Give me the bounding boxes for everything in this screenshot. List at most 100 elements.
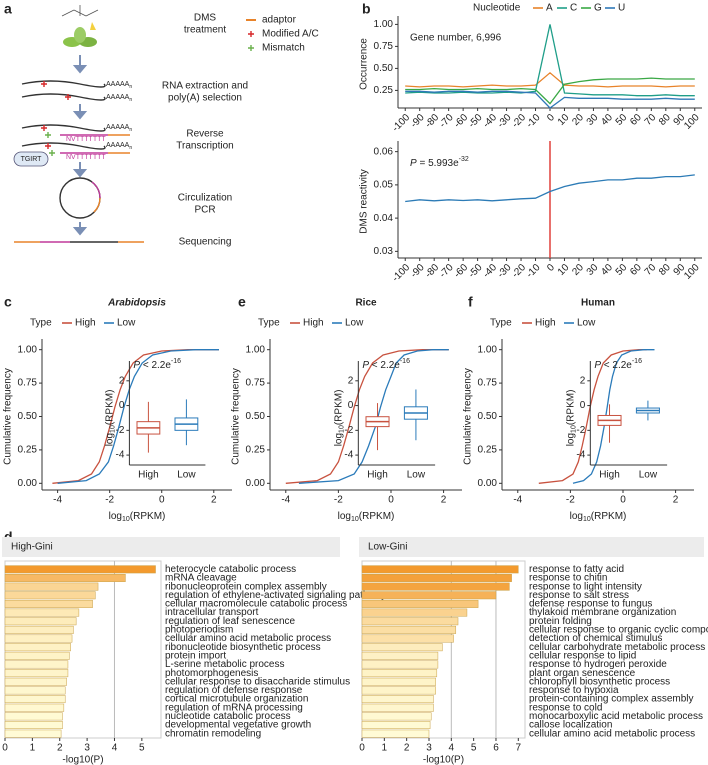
inset-x-tick-label: Low xyxy=(177,470,196,481)
x-tick-label: 2 xyxy=(404,743,410,754)
bar xyxy=(4,660,69,669)
bar xyxy=(4,591,96,600)
x-tick-label: 0 xyxy=(159,495,165,506)
y-tick-label: 0.00 xyxy=(478,478,498,489)
bar xyxy=(361,599,479,608)
text-part: 10 xyxy=(583,516,591,523)
text-part: 10 xyxy=(339,425,346,433)
category-label: detection of chemical stimulus xyxy=(529,633,662,644)
y-tick-label: 0.04 xyxy=(374,213,394,224)
step: treatment xyxy=(184,25,226,36)
legend-label: A xyxy=(546,3,553,14)
bar xyxy=(4,721,63,729)
bar xyxy=(361,634,454,643)
inset-annotation: P < 2.2e-16 xyxy=(594,358,642,370)
y-axis-label: Cumulative frequency xyxy=(463,368,474,465)
bar xyxy=(4,582,99,591)
legend-label: adaptor xyxy=(262,15,297,26)
bar xyxy=(4,651,70,660)
category-label: ribonucleoprotein complex assembly xyxy=(165,581,327,592)
text-part: (RPKM) xyxy=(359,511,395,522)
category-label: cellular macromolecule catabolic process xyxy=(165,599,347,610)
bar xyxy=(361,625,457,634)
text-part: 10 xyxy=(571,425,578,433)
y-tick-label: 0.05 xyxy=(374,180,394,191)
text-part: < 2.2e xyxy=(369,360,400,371)
x-tick-label: 3 xyxy=(84,743,90,754)
category-label: L-serine metabolic process xyxy=(165,659,285,670)
step: Sequencing xyxy=(179,237,232,248)
modification-marks xyxy=(41,81,71,156)
x-tick-label: -10 xyxy=(525,262,543,280)
poly-a: AAAAAn xyxy=(106,142,132,151)
x-tick-label: 0 xyxy=(545,262,557,274)
chart-title: Low-Gini xyxy=(368,542,407,553)
annotation: P = 5.993e-32 xyxy=(410,156,469,168)
series-line xyxy=(298,349,449,484)
legend-label: Modified A/C xyxy=(262,29,319,40)
legend-label: Low xyxy=(345,318,364,329)
y-tick-label: 0.03 xyxy=(374,246,394,257)
title-band xyxy=(2,537,340,557)
inset-y-tick-label: -2 xyxy=(344,425,353,436)
inset-annotation: P < 2.2e-16 xyxy=(362,358,410,370)
x-tick-label: -2 xyxy=(566,495,575,506)
text-part: P xyxy=(410,158,417,169)
y-tick-label: 0.75 xyxy=(246,378,266,389)
bar xyxy=(361,703,434,712)
y-tick-label: 0.75 xyxy=(374,41,394,52)
rna-strands xyxy=(14,80,144,243)
y-axis-label: DMS reactivity xyxy=(359,169,370,233)
poly-a: AAAAAn xyxy=(106,124,132,133)
category-label: defense response to fungus xyxy=(529,599,652,610)
series-line xyxy=(405,24,695,97)
y-tick-label: 1.00 xyxy=(478,344,498,355)
annotation: Gene number, 6,996 xyxy=(410,33,502,44)
bar xyxy=(361,574,512,582)
text-part: AAAAA xyxy=(106,81,130,88)
y-tick-label: 0.00 xyxy=(18,478,38,489)
category-label: intracellular transport xyxy=(165,607,259,618)
bar xyxy=(361,591,497,600)
inset-y-tick-label: -2 xyxy=(576,425,585,436)
inset-y-tick-label: 2 xyxy=(119,375,125,386)
bar xyxy=(361,669,438,678)
inset-y-tick-label: 0 xyxy=(119,400,125,411)
x-tick-label: 1 xyxy=(30,743,36,754)
x-tick-label: -2 xyxy=(105,495,114,506)
panel-label: e xyxy=(238,294,246,310)
x-tick-label: 0 xyxy=(359,743,365,754)
category-label: response to light intensity xyxy=(529,581,642,592)
inset-y-tick-label: 0 xyxy=(580,400,586,411)
text-part: P xyxy=(133,360,140,371)
chart-title: High-Gini xyxy=(11,542,53,553)
text-part: n xyxy=(129,145,132,151)
bar xyxy=(361,686,436,695)
y-tick-label: 0.75 xyxy=(18,378,38,389)
bar xyxy=(361,582,510,591)
panel-label: a xyxy=(4,1,12,17)
text-part: -16 xyxy=(632,358,642,365)
bar xyxy=(4,565,156,574)
category-label: heterocycle catabolic process xyxy=(165,564,296,575)
category-label: regulation of ethylene-activated signali… xyxy=(165,590,386,601)
y-tick-label: 1.00 xyxy=(18,344,38,355)
y-tick-label: 0.50 xyxy=(374,63,394,74)
category-label: cellular amino acid metabolic process xyxy=(165,633,331,644)
diagram: a AAAAAn AAAAAn AAAAAn AAAAAn NVTTTTTTT … xyxy=(4,1,319,248)
y-tick-label: 0.25 xyxy=(478,445,498,456)
y-tick-label: 0.50 xyxy=(246,411,266,422)
plant-icon xyxy=(63,22,97,47)
category-label: response to salt stress xyxy=(529,590,629,601)
text-part: -16 xyxy=(400,358,410,365)
series-line xyxy=(572,349,655,484)
category-label: regulation of defense response xyxy=(165,685,303,696)
category-label: regulation of leaf senescence xyxy=(165,616,296,627)
x-tick-label: -4 xyxy=(513,495,522,506)
inset-y-tick-label: -4 xyxy=(115,450,124,461)
text-part: log xyxy=(570,511,583,522)
text-part: (RPKM) xyxy=(565,390,576,426)
x-tick-label: 2 xyxy=(211,495,217,506)
poly-a: AAAAAn xyxy=(106,94,132,103)
